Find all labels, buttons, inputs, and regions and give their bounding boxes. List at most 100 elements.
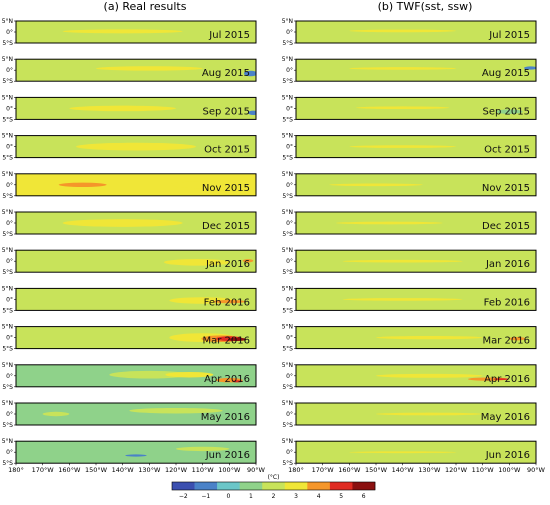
map-panel-left-10: 5°N 0° 5°S Apr 2016 bbox=[2, 362, 257, 391]
month-label: Nov 2015 bbox=[482, 183, 530, 194]
month-label: Jun 2016 bbox=[205, 450, 250, 461]
lat-tick-label: 5°N bbox=[2, 56, 13, 63]
colorbar-swatch bbox=[217, 482, 240, 490]
map-panel-right-8: 5°N 0° 5°S Feb 2016 bbox=[282, 285, 537, 314]
anomaly-region bbox=[96, 66, 203, 71]
lat-tick-label: 5°N bbox=[282, 56, 293, 63]
map-panel-left-2: 5°N 0° 5°S Aug 2015 bbox=[2, 56, 257, 85]
lat-tick-label: 5°N bbox=[2, 362, 13, 369]
map-panel-right-10: 5°N 0° 5°S Apr 2016 bbox=[282, 362, 537, 391]
lon-tick-label: 90°W bbox=[527, 466, 546, 474]
anomaly-region bbox=[62, 29, 183, 34]
lat-tick-label: 5°S bbox=[282, 307, 293, 314]
anomaly-background bbox=[16, 326, 256, 349]
lat-tick-label: 5°S bbox=[2, 346, 13, 353]
lat-tick-label: 5°S bbox=[282, 269, 293, 276]
lon-tick-label: 140°W bbox=[392, 466, 415, 474]
map-panel-right-2: 5°N 0° 5°S Aug 2015 bbox=[282, 56, 537, 85]
map-panel-left-4: 5°N 0° 5°S Oct 2015 bbox=[2, 133, 257, 162]
lat-tick-label: 5°S bbox=[282, 155, 293, 162]
lon-tick-label: 170°W bbox=[32, 466, 55, 474]
lat-tick-label: 0° bbox=[286, 296, 293, 303]
colorbar-swatch bbox=[262, 482, 286, 490]
lat-tick-label: 5°N bbox=[2, 324, 13, 331]
lon-tick-label: 100°W bbox=[498, 466, 521, 474]
month-label: Nov 2015 bbox=[202, 183, 250, 194]
lat-tick-label: 0° bbox=[6, 296, 13, 303]
lat-tick-label: 5°N bbox=[282, 171, 293, 178]
month-label: May 2016 bbox=[481, 412, 530, 423]
map-panel-left-7: 5°N 0° 5°S Jan 2016 bbox=[2, 247, 257, 276]
lat-tick-label: 5°S bbox=[2, 422, 13, 429]
colorbar-tick-label: −1 bbox=[201, 493, 210, 500]
month-label: Jul 2015 bbox=[208, 30, 250, 41]
colorbar-tick-label: 4 bbox=[317, 493, 321, 500]
lat-tick-label: 5°N bbox=[2, 133, 13, 140]
month-label: Dec 2015 bbox=[202, 221, 250, 232]
map-panel-right-7: 5°N 0° 5°S Jan 2016 bbox=[282, 247, 537, 276]
lat-tick-label: 0° bbox=[286, 105, 293, 112]
anomaly-region bbox=[356, 106, 450, 110]
lat-tick-label: 5°S bbox=[2, 193, 13, 200]
map-panel-left-12: 5°N 0° 5°S Jun 2016 bbox=[2, 438, 257, 467]
colorbar-swatch bbox=[307, 482, 331, 490]
lat-tick-label: 0° bbox=[286, 144, 293, 151]
lat-tick-label: 5°N bbox=[2, 171, 13, 178]
lon-tick-label: 160°W bbox=[58, 466, 81, 474]
lat-tick-label: 5°N bbox=[282, 438, 293, 445]
lat-tick-label: 0° bbox=[6, 144, 13, 151]
lon-tick-label: 150°W bbox=[365, 466, 388, 474]
lat-tick-label: 5°N bbox=[2, 247, 13, 254]
anomaly-region bbox=[493, 378, 510, 380]
colorbar-swatch bbox=[172, 482, 195, 490]
anomaly-background bbox=[16, 288, 256, 311]
map-panel-left-8: 5°N 0° 5°S Feb 2016 bbox=[2, 285, 257, 314]
lon-tick-label: 170°W bbox=[312, 466, 335, 474]
lat-tick-label: 0° bbox=[6, 258, 13, 265]
anomaly-region bbox=[376, 373, 483, 378]
map-panel-left-11: 5°N 0° 5°S May 2016 bbox=[2, 400, 257, 429]
month-label: Jan 2016 bbox=[485, 259, 530, 270]
lon-tick-label: 180° bbox=[8, 466, 24, 474]
anomaly-region bbox=[232, 380, 243, 383]
month-label: Aug 2015 bbox=[202, 68, 250, 79]
lat-tick-label: 5°S bbox=[2, 116, 13, 123]
map-panel-left-1: 5°N 0° 5°S Jul 2015 bbox=[2, 18, 257, 47]
map-panel-left-5: 5°N 0° 5°S Nov 2015 bbox=[2, 171, 257, 200]
map-panel-right-3: 5°N 0° 5°S Sep 2015 bbox=[282, 94, 537, 123]
lat-tick-label: 5°S bbox=[2, 307, 13, 314]
anomaly-region bbox=[164, 259, 231, 266]
lon-tick-label: 100°W bbox=[218, 466, 241, 474]
lat-tick-label: 5°S bbox=[282, 422, 293, 429]
lat-tick-label: 0° bbox=[6, 182, 13, 189]
lat-tick-label: 5°N bbox=[2, 285, 13, 292]
map-panel-left-3: 5°N 0° 5°S Sep 2015 bbox=[2, 94, 257, 123]
anomaly-region bbox=[176, 446, 230, 452]
month-label: Apr 2016 bbox=[204, 374, 250, 385]
lat-tick-label: 5°S bbox=[282, 346, 293, 353]
panel-title-twf: (b) TWF(sst, ssw) bbox=[378, 0, 473, 13]
colorbar-tick-label: 2 bbox=[272, 493, 276, 500]
anomaly-region bbox=[228, 337, 247, 342]
anomaly-background bbox=[16, 173, 256, 196]
anomaly-region bbox=[376, 412, 483, 416]
lon-tick-label: 120°W bbox=[445, 466, 468, 474]
map-panel-right-1: 5°N 0° 5°S Jul 2015 bbox=[282, 18, 537, 47]
anomaly-background bbox=[16, 441, 256, 464]
lon-tick-label: 180° bbox=[288, 466, 304, 474]
anomaly-region bbox=[76, 142, 196, 151]
anomaly-region bbox=[42, 411, 70, 417]
lat-tick-label: 5°N bbox=[2, 209, 13, 216]
lat-tick-label: 5°N bbox=[2, 18, 13, 25]
colorbar-tick-label: 1 bbox=[249, 493, 253, 500]
colorbar-tick-label: 0 bbox=[226, 493, 230, 500]
lat-tick-label: 5°S bbox=[2, 231, 13, 238]
anomaly-region bbox=[336, 221, 443, 225]
lat-tick-label: 0° bbox=[286, 67, 293, 74]
month-label: Apr 2016 bbox=[484, 374, 530, 385]
lat-tick-label: 5°N bbox=[282, 18, 293, 25]
lat-tick-label: 0° bbox=[286, 182, 293, 189]
anomaly-background bbox=[296, 59, 536, 82]
panel-title-real-results: (a) Real results bbox=[104, 0, 187, 13]
lat-tick-label: 0° bbox=[286, 335, 293, 342]
